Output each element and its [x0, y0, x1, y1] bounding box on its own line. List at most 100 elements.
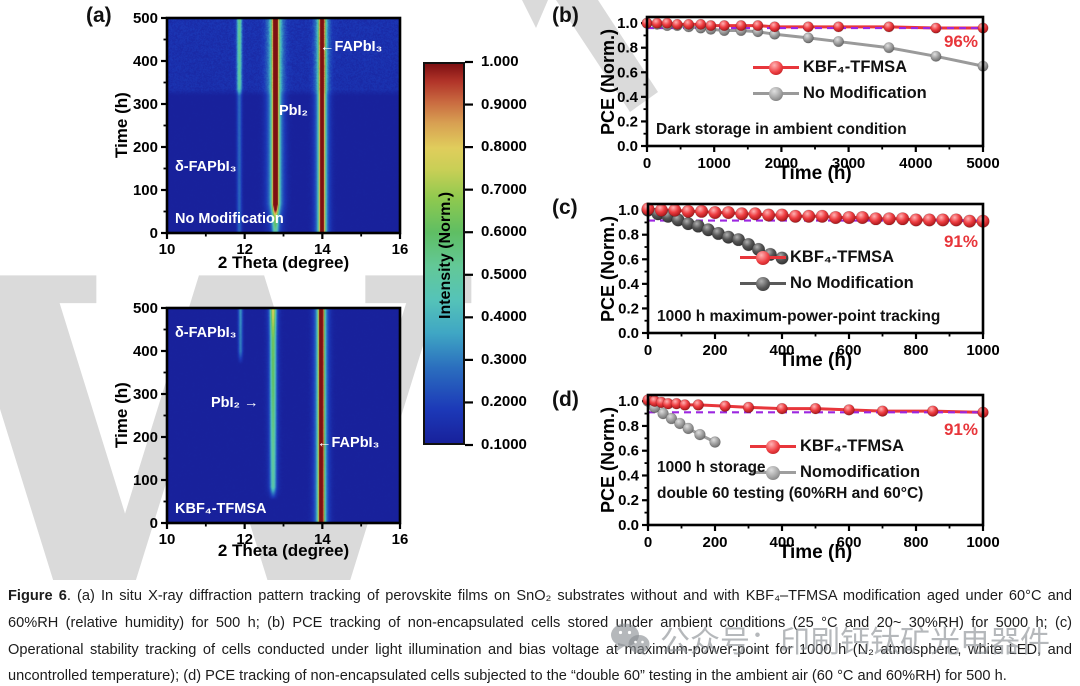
colorbar: Intensity (Norm.) 1.000 0.9000 0.8000 0.700… — [423, 62, 465, 445]
arrow-right-icon: → — [244, 395, 259, 411]
panel-c-label: (c) — [552, 196, 578, 220]
panel-d-label: (d) — [552, 388, 579, 412]
svg-text:5000: 5000 — [966, 155, 999, 172]
retention-b: 96% — [944, 32, 978, 52]
xrd-heatmap-top: 10 12 14 16 0 100 200 300 400 500 ←FAPbI₃ PbI₂ δ-… — [167, 18, 400, 233]
svg-text:0: 0 — [644, 342, 652, 359]
legend-marker-icon — [753, 58, 799, 77]
colorbar-tick-label: 0.2000 — [481, 393, 527, 410]
svg-text:800: 800 — [903, 534, 928, 551]
colorbar-title: Intensity (Norm.) — [425, 64, 467, 447]
condition-d: 1000 h storage double 60 testing (60%RH … — [657, 455, 923, 507]
arrow-left-icon: ← — [320, 39, 335, 55]
svg-text:600: 600 — [836, 342, 861, 359]
legend-marker-icon — [740, 248, 786, 267]
pce-chart-d: 0 200 400 600 800 1000 0.0 0.2 0.4 0.6 0.8 1.0 KBF₄… — [648, 395, 983, 525]
condition-b: Dark storage in ambient condition — [656, 117, 907, 143]
wechat-watermark-text: 公众号：印刷钙钛矿光电器件 — [660, 617, 1050, 661]
colorbar-tick-label: 1.000 — [481, 53, 519, 70]
svg-text:0: 0 — [150, 515, 158, 532]
legend-label: No Modification — [803, 84, 927, 103]
annotation-delta-bottom: δ-FAPbI₃ — [175, 326, 236, 341]
svg-text:1.0: 1.0 — [618, 202, 639, 219]
svg-text:1.0: 1.0 — [618, 393, 639, 410]
svg-text:10: 10 — [159, 241, 176, 258]
colorbar-tick-label: 0.7000 — [481, 181, 527, 198]
legend-label: KBF₄-TFMSA — [803, 58, 907, 77]
retention-c: 91% — [944, 232, 978, 252]
annotation-sample-top: No Modification — [175, 212, 284, 227]
svg-text:0: 0 — [644, 534, 652, 551]
svg-text:100: 100 — [133, 472, 158, 489]
svg-text:200: 200 — [133, 429, 158, 446]
legend-marker-icon — [750, 437, 796, 456]
svg-text:200: 200 — [702, 342, 727, 359]
legend-item: No Modification — [740, 274, 914, 293]
annotation-pbi2-top: PbI₂ — [279, 104, 308, 119]
colorbar-gradient: Intensity (Norm.) — [423, 62, 465, 445]
pce-chart-b: 0 1000 2000 3000 4000 5000 0.0 0.2 0.4 0.6 0.8 1.0 … — [647, 17, 983, 146]
annotation-sample-bottom: KBF₄-TFMSA — [175, 502, 266, 517]
svg-text:400: 400 — [133, 53, 158, 70]
svg-text:0.4: 0.4 — [618, 276, 640, 293]
colorbar-tick-label: 0.9000 — [481, 96, 527, 113]
svg-text:1000: 1000 — [698, 155, 731, 172]
svg-text:500: 500 — [133, 10, 158, 27]
colorbar-ticks — [463, 62, 475, 445]
figure-6: W (a) 101214160100200300400500 ←FAPbI₃ P… — [0, 0, 1080, 686]
legend-marker-icon — [753, 84, 799, 103]
colorbar-tick-label: 0.4000 — [481, 308, 527, 325]
svg-text:800: 800 — [903, 342, 928, 359]
annotation-delta-top: δ-FAPbI₃ — [175, 160, 236, 175]
caption-figure-number: Figure 6 — [8, 588, 67, 604]
svg-text:400: 400 — [769, 534, 794, 551]
legend-item: KBF₄-TFMSA — [740, 248, 914, 267]
ylabel-xrd-bottom: Time (h) — [112, 308, 132, 523]
xlabel-xrd-bottom: 2 Theta (degree) — [167, 541, 400, 561]
colorbar-tick-label: 0.6000 — [481, 223, 527, 240]
svg-text:0.8: 0.8 — [617, 40, 638, 57]
svg-text:0.6: 0.6 — [618, 251, 639, 268]
colorbar-tick-label: 0.5000 — [481, 266, 527, 283]
legend-c: KBF₄-TFMSA No Modification — [740, 248, 914, 293]
svg-text:0.2: 0.2 — [618, 300, 639, 317]
svg-text:0.2: 0.2 — [617, 113, 638, 130]
svg-text:0.6: 0.6 — [617, 64, 638, 81]
xlabel-d: Time (h) — [648, 542, 983, 564]
svg-text:0.4: 0.4 — [618, 467, 640, 484]
svg-text:0.0: 0.0 — [617, 138, 638, 155]
legend-item: KBF₄-TFMSA — [753, 58, 927, 77]
xlabel-c: Time (h) — [648, 350, 983, 372]
svg-text:14: 14 — [314, 241, 331, 258]
svg-text:0: 0 — [643, 155, 651, 172]
svg-text:300: 300 — [133, 386, 158, 403]
svg-text:0.0: 0.0 — [618, 517, 639, 534]
svg-text:12: 12 — [236, 241, 253, 258]
svg-text:400: 400 — [769, 342, 794, 359]
colorbar-tick-label: 0.3000 — [481, 351, 527, 368]
svg-text:0.8: 0.8 — [618, 418, 639, 435]
ylabel-xrd-top: Time (h) — [112, 18, 132, 233]
svg-text:3000: 3000 — [832, 155, 865, 172]
legend-label: No Modification — [790, 274, 914, 293]
svg-text:0: 0 — [150, 225, 158, 242]
annotation-fapbi3-bottom: ←FAPbI₃ — [317, 436, 379, 451]
svg-text:300: 300 — [133, 96, 158, 113]
svg-text:2000: 2000 — [765, 155, 798, 172]
svg-text:1.0: 1.0 — [617, 15, 638, 32]
colorbar-tick-label: 0.8000 — [481, 138, 527, 155]
colorbar-tick-label: 0.1000 — [481, 436, 527, 453]
svg-text:0.8: 0.8 — [618, 227, 639, 244]
panel-a-label: (a) — [86, 4, 112, 28]
panel-b-label: (b) — [552, 4, 579, 28]
annotation-fapbi3-top: ←FAPbI₃ — [320, 40, 382, 55]
svg-text:0.0: 0.0 — [618, 325, 639, 342]
ylabel-d: PCE (Norm.) — [598, 395, 619, 525]
svg-text:0.2: 0.2 — [618, 492, 639, 509]
ylabel-b: PCE (Norm.) — [598, 17, 619, 146]
ylabel-c: PCE (Norm.) — [598, 204, 619, 333]
svg-text:200: 200 — [133, 139, 158, 156]
svg-text:16: 16 — [392, 241, 409, 258]
arrow-left-icon: ← — [317, 435, 332, 451]
svg-text:4000: 4000 — [899, 155, 932, 172]
